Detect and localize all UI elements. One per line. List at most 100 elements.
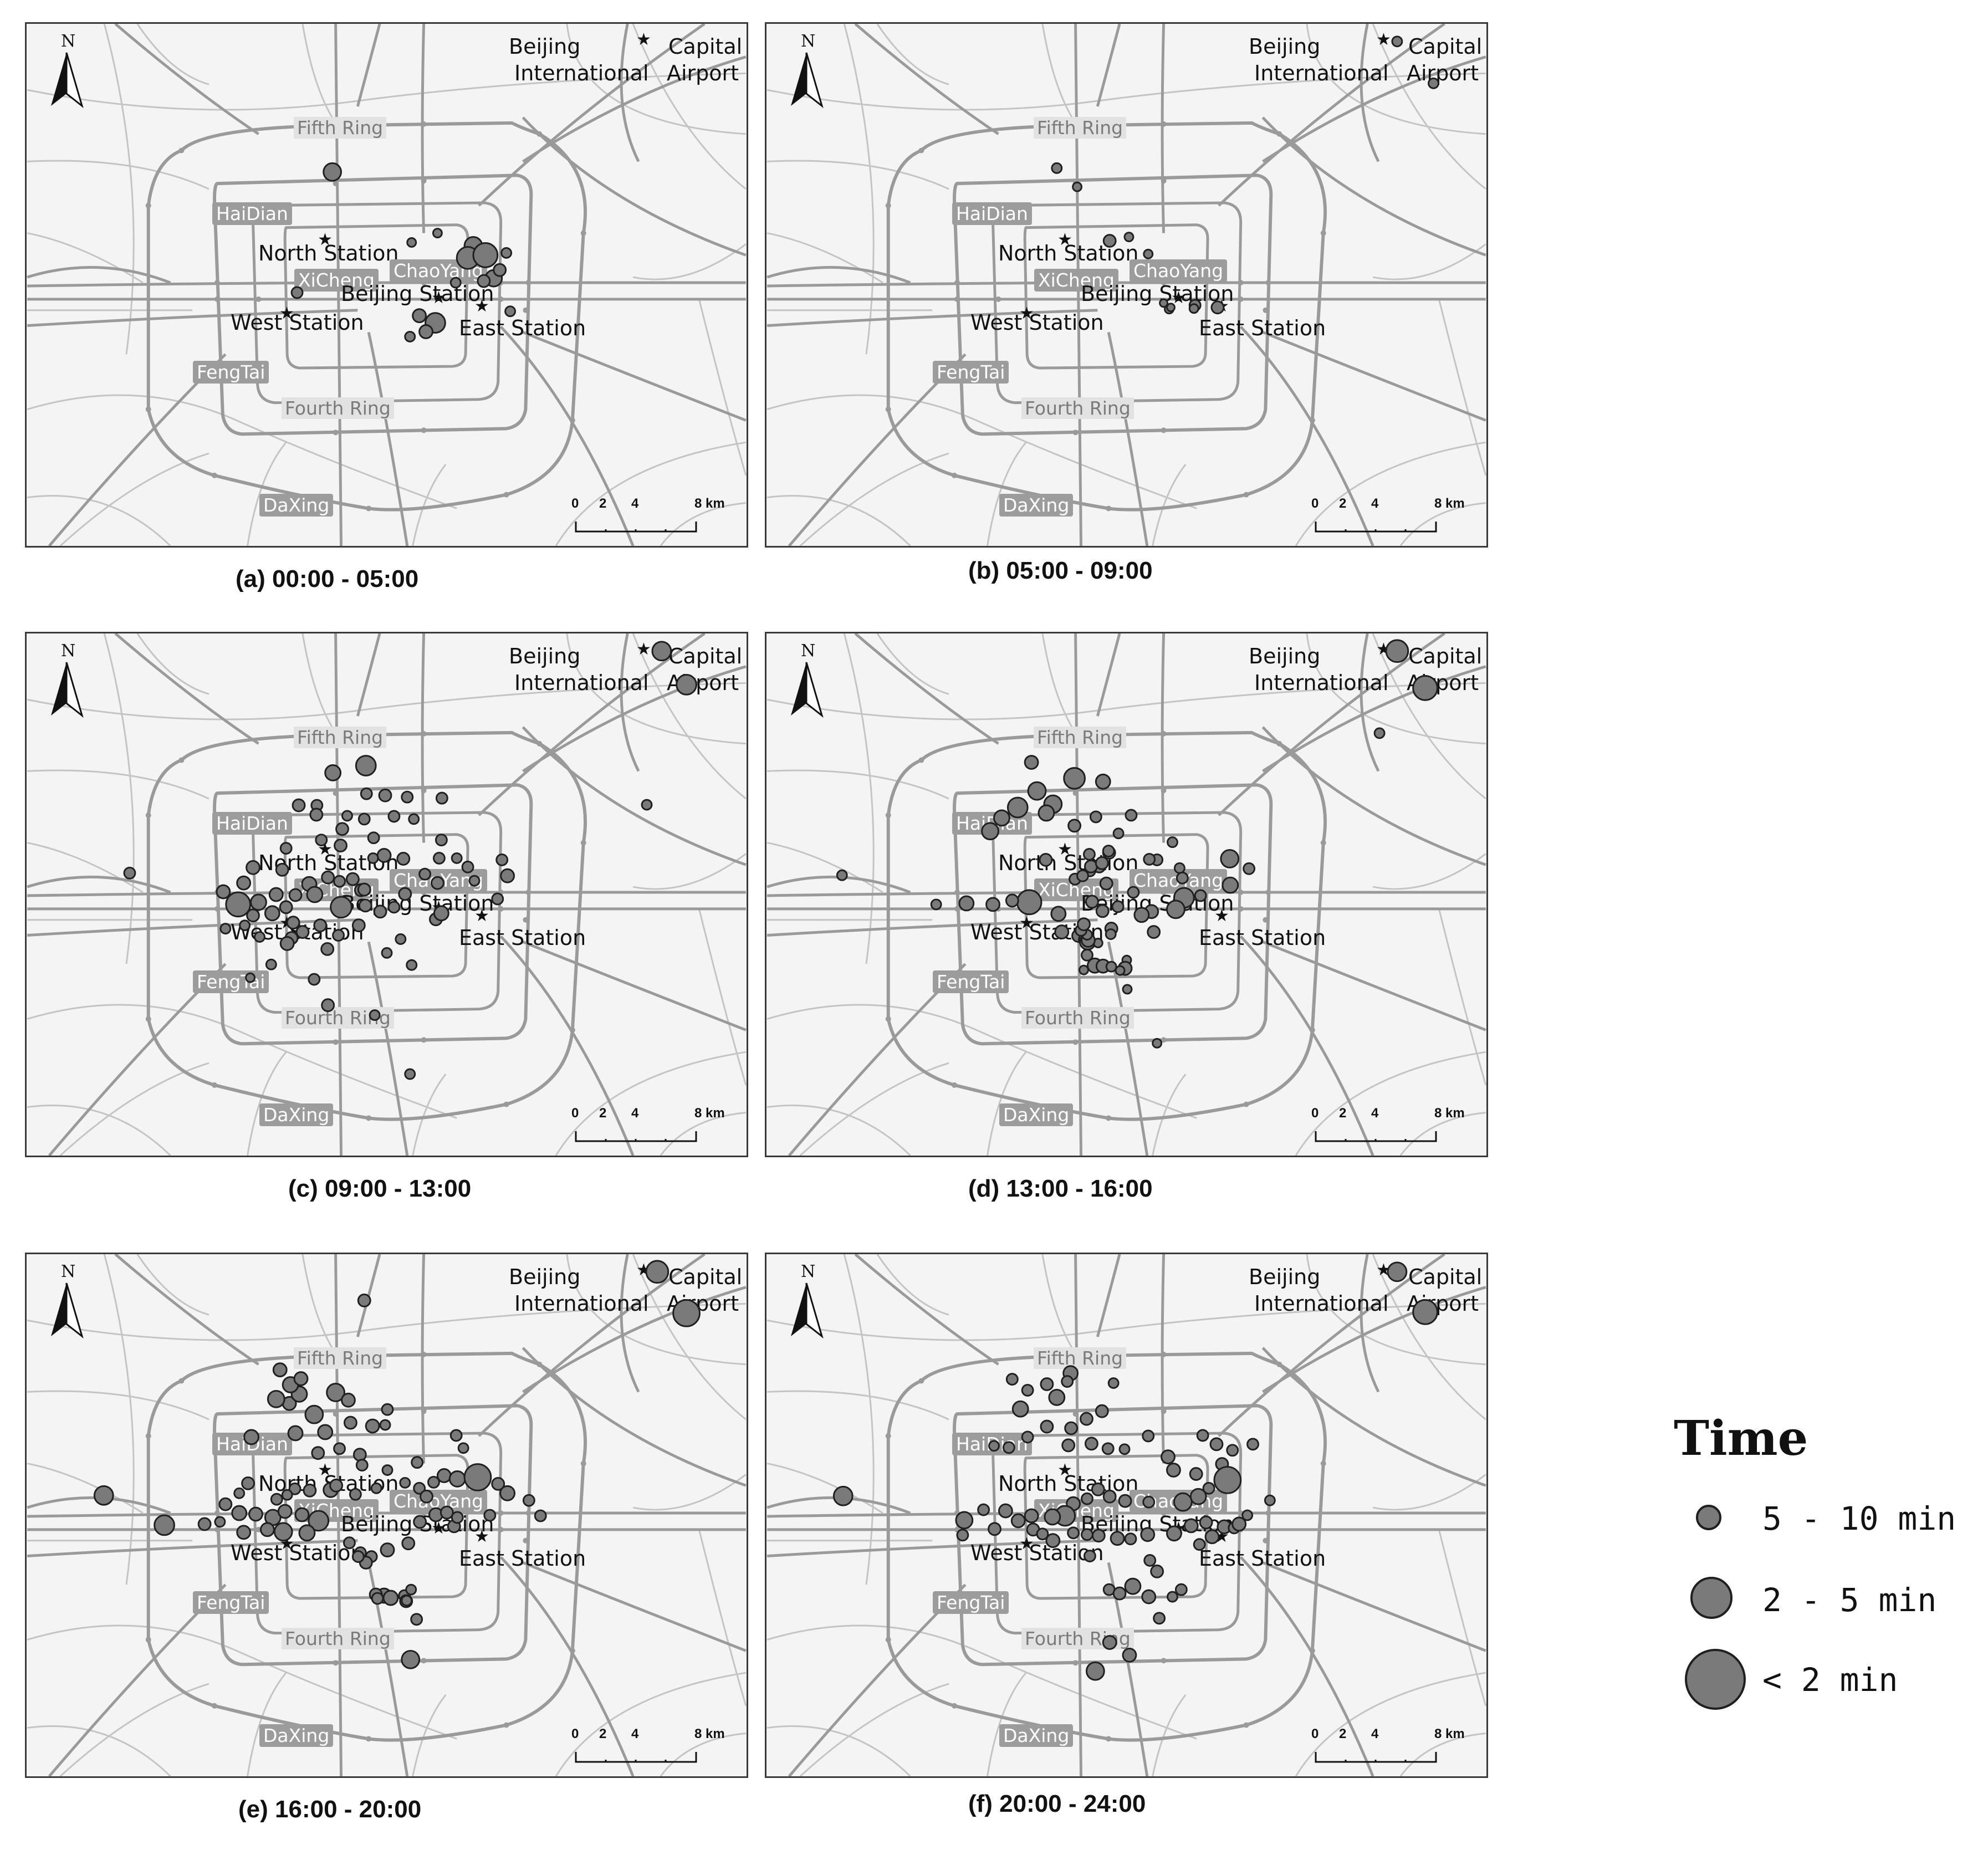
hotspot-marker <box>273 1522 293 1542</box>
label-west-station: West Station <box>970 310 1104 335</box>
hotspot-marker <box>418 324 433 339</box>
label-international: International <box>514 1291 649 1316</box>
hotspot-marker <box>357 1294 371 1307</box>
hotspot-marker <box>1102 1635 1117 1650</box>
hotspot-marker <box>1063 766 1086 790</box>
hotspot-marker <box>1095 773 1111 790</box>
hotspot-marker <box>500 247 513 259</box>
north-label: N <box>801 641 816 661</box>
legend-circle-medium <box>1690 1577 1733 1619</box>
hotspot-marker <box>493 263 507 277</box>
airport-star: ★ <box>636 30 651 49</box>
hotspot-marker <box>1027 781 1047 801</box>
scale-label: 2 <box>599 1106 607 1121</box>
scale-bar: 0 2 4 8 km <box>1311 1107 1483 1146</box>
hotspot-marker <box>477 274 491 288</box>
hotspot-marker <box>1196 1429 1209 1442</box>
hotspot-marker <box>281 1489 293 1501</box>
hotspot-marker <box>382 1590 399 1606</box>
hotspot-marker <box>370 1482 382 1494</box>
hotspot-marker <box>1054 924 1070 939</box>
hotspot-marker <box>1110 1531 1125 1546</box>
hotspot-marker <box>1173 862 1185 874</box>
hotspot-marker <box>1123 232 1134 242</box>
hotspot-marker <box>401 1536 416 1551</box>
label-east-station: East Station <box>1199 316 1326 340</box>
hotspot-marker <box>645 1260 670 1284</box>
hotspot-marker <box>93 1485 114 1506</box>
hotspot-marker <box>326 1383 345 1402</box>
scale-label: 8 km <box>694 1106 725 1121</box>
hotspot-marker <box>404 1068 416 1080</box>
scale-label: 4 <box>1371 496 1379 511</box>
east-station-star: ★ <box>1214 907 1229 925</box>
hotspot-marker <box>1124 1577 1142 1595</box>
hotspot-marker <box>1150 1564 1164 1578</box>
label-beijing: Beijing <box>509 34 581 59</box>
hotspot-marker <box>457 1442 469 1454</box>
hotspot-marker <box>287 1425 304 1442</box>
label-airport: Airport <box>667 61 739 85</box>
label-capital: Capital <box>1408 644 1483 668</box>
hotspot-marker <box>352 1448 367 1462</box>
hotspot-marker <box>323 162 343 182</box>
scale-label: 0 <box>1311 496 1319 511</box>
north-label: N <box>801 1262 816 1281</box>
hotspot-marker <box>1194 889 1207 902</box>
hotspot-marker <box>246 860 260 875</box>
hotspot-marker <box>1143 248 1154 259</box>
hotspot-marker <box>1024 755 1039 770</box>
hotspot-marker <box>279 900 293 914</box>
label-beijing: Beijing <box>1249 644 1321 668</box>
north-label: N <box>61 641 76 661</box>
hotspot-marker <box>1102 234 1117 248</box>
west-station-star: ★ <box>1019 304 1034 323</box>
hotspot-marker <box>1002 1441 1015 1454</box>
hotspot-marker <box>320 942 335 956</box>
hotspot-marker <box>321 998 335 1013</box>
panel-caption: (e) 16:00 - 20:00 <box>238 1796 422 1823</box>
hotspot-marker <box>1159 298 1169 308</box>
hotspot-marker <box>406 237 417 248</box>
label-capital: Capital <box>668 34 743 59</box>
label-fengtai: FengTai <box>933 1591 1009 1614</box>
hotspot-marker <box>355 1459 369 1472</box>
label-chaoyang: ChaoYang <box>1130 259 1228 282</box>
hotspot-marker <box>1202 1481 1215 1495</box>
label-haidian: HaiDian <box>212 812 292 835</box>
legend-item-small: 5 - 10 min <box>1671 1485 1981 1557</box>
scale-label: 2 <box>1339 1106 1347 1121</box>
road-network <box>766 1254 1486 1776</box>
marker-layer <box>290 162 517 343</box>
hotspot-marker <box>1040 1377 1054 1391</box>
hotspot-marker <box>499 1485 516 1501</box>
north-label: N <box>61 32 76 51</box>
hotspot-marker <box>1081 948 1093 962</box>
label-daxing: DaXing <box>259 494 334 517</box>
hotspot-marker <box>1011 1400 1029 1418</box>
hotspot-marker <box>439 1505 454 1520</box>
marker-layer <box>836 639 1438 1049</box>
hotspot-marker <box>1112 1586 1127 1601</box>
east-station-star: ★ <box>474 1527 489 1546</box>
map-panel: Beijing Capital International Airport Fifth … <box>25 1253 748 1778</box>
label-daxing: DaXing <box>259 1103 334 1126</box>
hotspot-marker <box>985 897 1000 912</box>
hotspot-marker <box>491 892 504 906</box>
hotspot-marker <box>1176 871 1189 885</box>
label-fourth-ring: Fourth Ring <box>282 1628 394 1649</box>
hotspot-marker <box>1067 1526 1080 1540</box>
hotspot-marker <box>333 875 346 888</box>
label-fourth-ring: Fourth Ring <box>282 397 394 419</box>
hotspot-marker <box>491 1476 505 1491</box>
hotspot-marker <box>1064 1421 1079 1435</box>
map-panel: Beijing Capital International Airport Fifth … <box>25 632 748 1157</box>
legend-item-large: < 2 min <box>1671 1638 1981 1710</box>
north-arrow-icon: N <box>48 641 92 724</box>
hotspot-marker <box>250 893 267 911</box>
hotspot-marker <box>1167 1591 1178 1603</box>
hotspot-marker <box>1105 928 1117 940</box>
hotspot-marker <box>1231 1516 1247 1532</box>
hotspot-marker <box>245 972 256 983</box>
hotspot-marker <box>216 884 231 900</box>
